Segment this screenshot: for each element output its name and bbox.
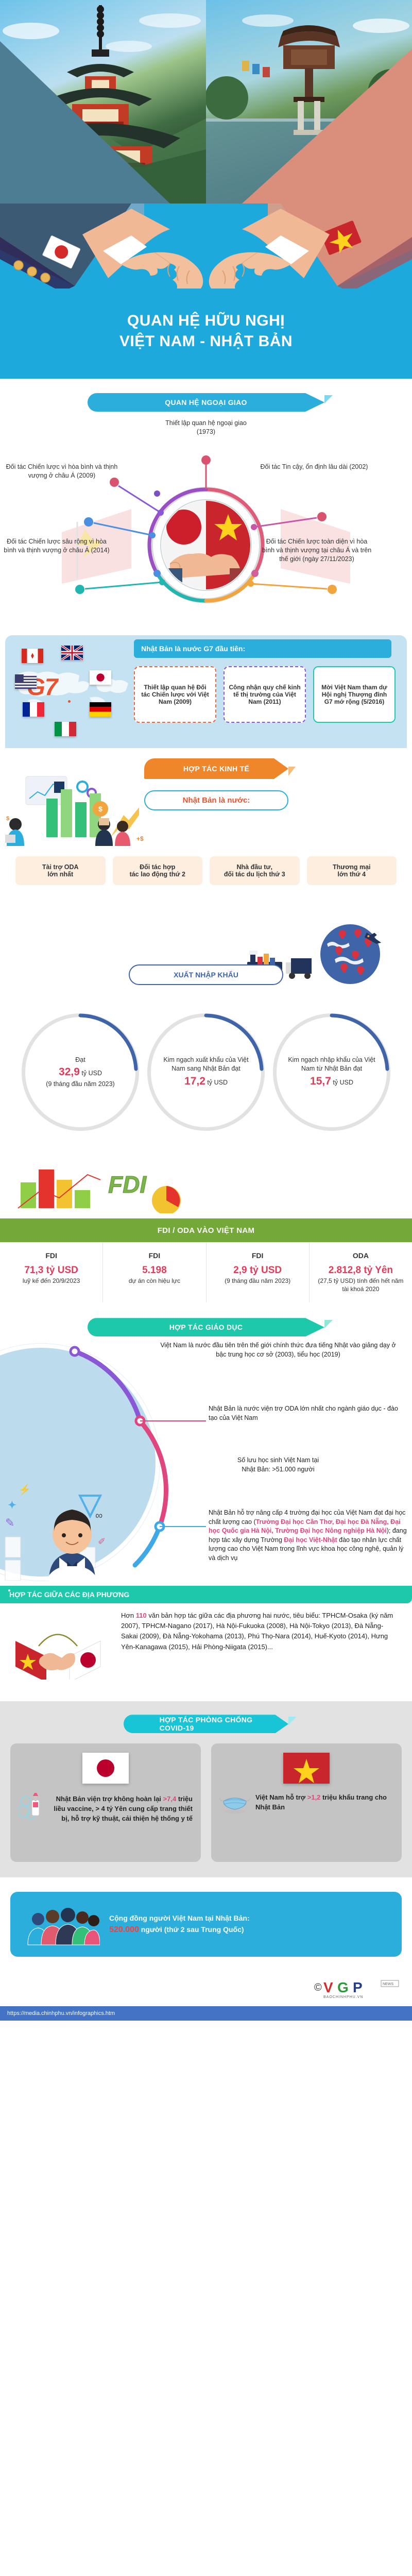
svg-text:©: © bbox=[314, 1982, 322, 1993]
svg-text:FDI: FDI bbox=[108, 1171, 147, 1198]
svg-text:+$: +$ bbox=[136, 835, 144, 842]
svg-text:NEWS: NEWS bbox=[383, 1982, 393, 1986]
svg-text:✐: ✐ bbox=[98, 1536, 106, 1547]
svg-text:✦: ✦ bbox=[8, 1500, 16, 1511]
svg-text:BAOCHINHPHU.VN: BAOCHINHPHU.VN bbox=[323, 1995, 363, 1999]
svg-text:∞: ∞ bbox=[95, 1510, 102, 1521]
svg-text:G: G bbox=[337, 1979, 349, 1995]
svg-text:P: P bbox=[353, 1979, 363, 1995]
svg-text:V: V bbox=[323, 1979, 333, 1995]
svg-text:⚡: ⚡ bbox=[18, 1483, 31, 1496]
svg-text:✎: ✎ bbox=[5, 1516, 14, 1529]
svg-text:$: $ bbox=[6, 816, 9, 822]
svg-text:$: $ bbox=[98, 805, 102, 813]
